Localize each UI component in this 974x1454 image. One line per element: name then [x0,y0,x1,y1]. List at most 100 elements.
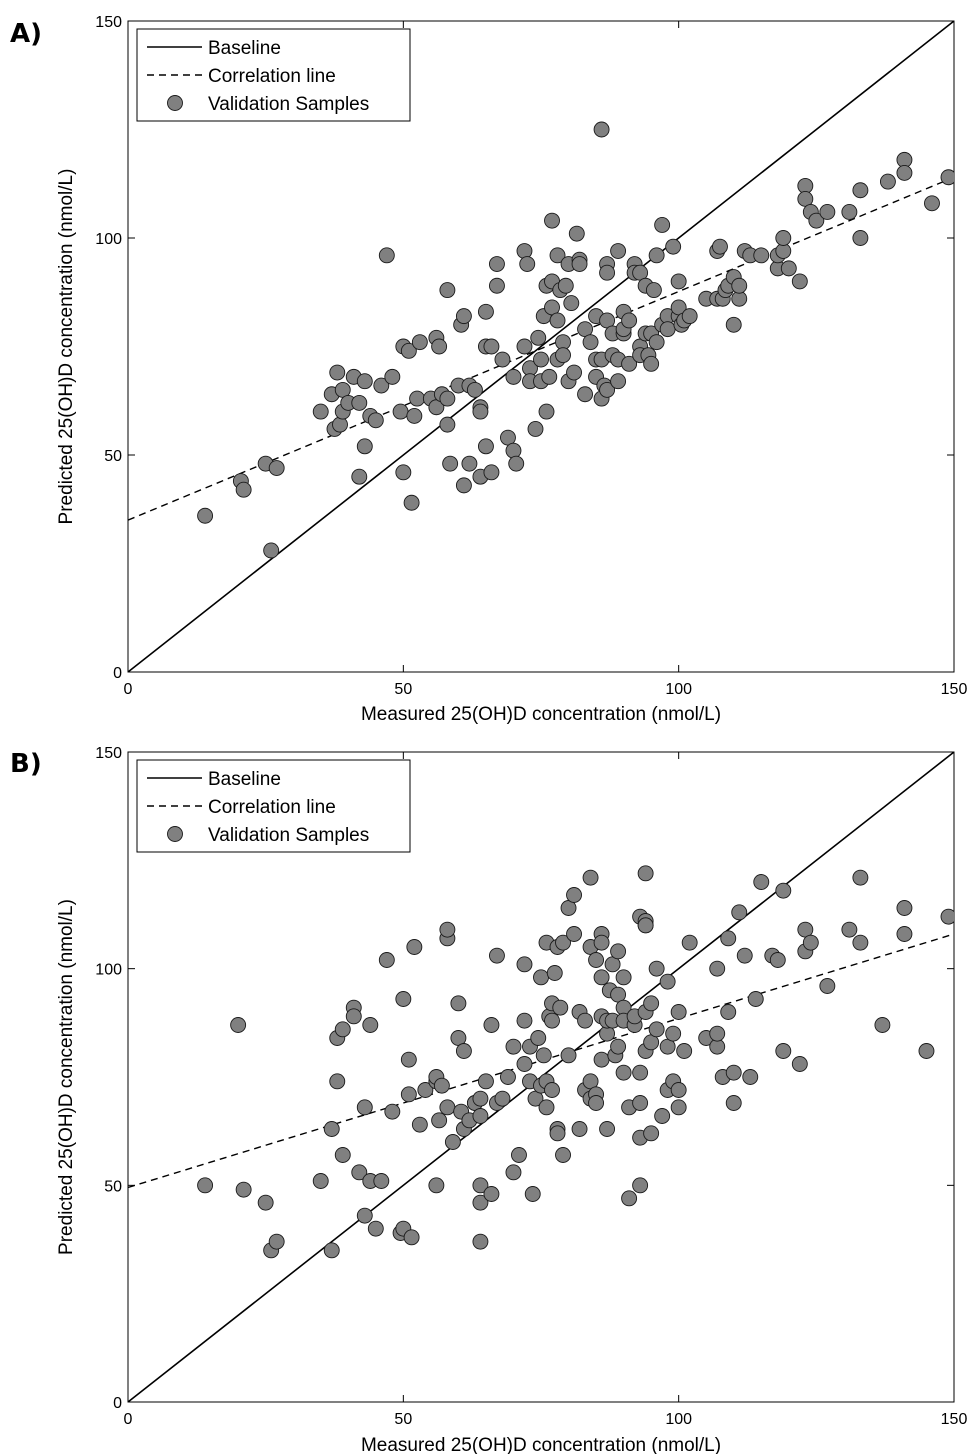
data-point [621,355,638,372]
data-point [670,1099,687,1116]
data-point [742,1069,759,1085]
data-point [610,243,627,259]
data-point [610,373,627,390]
data-point [610,1038,627,1055]
data-point [780,260,797,277]
y-tick-label: 150 [95,745,122,762]
data-point [549,247,566,264]
data-point [505,368,522,385]
data-point [681,308,698,325]
data-point [384,368,401,385]
data-point [648,1021,665,1038]
data-point [538,403,555,420]
data-point [472,1177,489,1194]
data-point [852,869,869,886]
data-point [670,1082,687,1098]
data-point [879,173,896,190]
data-point [334,1021,351,1038]
data-point [725,1095,742,1111]
data-point [533,351,549,368]
data-point [747,991,764,1007]
data-point [637,917,654,934]
data-point [648,334,665,351]
data-point [472,1108,489,1124]
data-point [483,338,500,355]
data-point [439,390,456,407]
data-point [329,1073,346,1090]
data-point [775,230,792,246]
data-point [442,455,459,472]
data-point [632,1177,649,1194]
data-point [552,999,569,1016]
data-point [582,869,599,886]
data-point [645,282,662,299]
data-point [406,407,423,424]
data-point [312,1173,329,1189]
legend-label: Validation Samples [208,825,369,846]
data-point [924,195,940,212]
data-point [351,394,368,411]
data-point [263,542,280,559]
x-tick-label: 150 [941,1411,968,1428]
data-point [659,321,676,338]
data-point [549,312,566,329]
data-point [918,1043,935,1059]
data-point [593,934,610,951]
data-point [488,277,505,294]
y-tick-label: 100 [95,231,122,248]
data-point [508,455,525,472]
data-point [400,1086,417,1103]
data-point [775,882,792,899]
data-point [599,381,616,398]
y-tick-label: 50 [104,448,122,465]
legend-box [136,28,411,122]
data-point [392,403,409,420]
legend-label: Correlation line [208,797,336,818]
data-point [643,355,660,372]
data-point [670,273,687,290]
data-point [571,256,588,272]
data-point [439,1099,456,1116]
data-point [582,334,599,351]
data-point [549,1125,566,1142]
data-point [395,991,412,1007]
data-point [753,874,770,890]
data-point [409,390,426,407]
data-point [505,442,522,459]
legend-label: Correlation line [208,66,336,87]
data-point [566,887,582,903]
data-point [819,204,836,220]
data-point [544,1012,560,1029]
data-point [896,926,913,942]
data-point [896,164,913,181]
data-point [268,1233,285,1250]
data-point [483,1017,500,1033]
data-point [332,416,348,433]
data-point [378,247,395,264]
legend-label: Baseline [208,38,281,59]
data-point [384,1103,401,1120]
data-point [577,386,594,403]
y-axis-label: Predicted 25(OH)D concentration (nmol/L) [56,169,77,525]
data-point [791,273,808,290]
data-point [637,865,654,882]
data-point [235,481,252,498]
data-point [477,438,494,455]
data-point [599,1121,616,1137]
y-tick-label: 50 [104,1178,122,1195]
panel-label: B) [10,749,42,779]
data-point [373,377,390,394]
data-point [648,247,665,264]
data-point [841,204,858,220]
chart-panel-a: A) 0 50 100 150 0 50 100 150 Measured 25(OH)D con… [10,14,967,725]
data-point [455,308,472,325]
baseline-line [128,21,954,672]
data-point [940,169,954,186]
data-point [544,212,560,229]
data-point [472,1090,489,1107]
data-point [775,1043,792,1059]
data-point [411,334,428,351]
data-point [753,247,770,264]
data-point [571,1121,588,1137]
